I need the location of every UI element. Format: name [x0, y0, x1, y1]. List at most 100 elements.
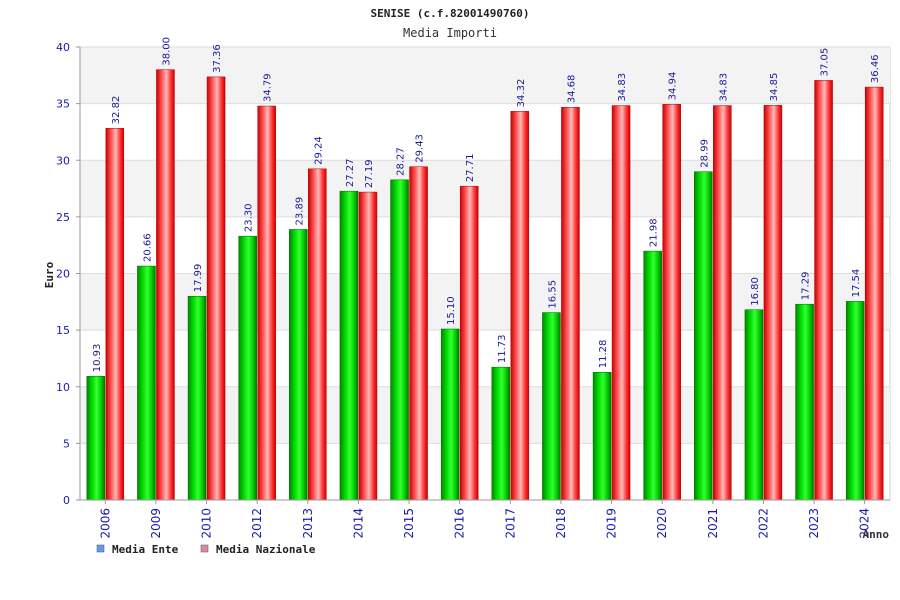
y-tick-label: 20: [56, 268, 70, 281]
y-axis: 0 5 10 15 20 25 30 35 40: [56, 41, 81, 507]
bar-media-nazionale: [308, 168, 327, 501]
bar-media-ente: [339, 190, 359, 501]
data-label: 17.29: [801, 272, 812, 301]
y-tick-label: 30: [56, 154, 70, 167]
y-tick-label: 25: [56, 211, 70, 224]
x-tick-label: 2016: [453, 508, 467, 539]
data-label: 27.27: [345, 159, 356, 188]
data-label: 29.43: [415, 134, 426, 163]
bar-media-ente: [845, 301, 865, 501]
x-tick-label: 2021: [706, 508, 720, 539]
data-label: 37.36: [212, 44, 223, 73]
data-label: 36.46: [870, 54, 881, 83]
x-tick-label: 2023: [807, 508, 821, 539]
bar-media-nazionale: [105, 128, 125, 501]
bar-media-ente: [592, 372, 612, 501]
y-tick-label: 10: [56, 381, 70, 394]
x-tick-label: 2006: [98, 508, 112, 539]
bar-media-ente: [694, 171, 713, 501]
data-label: 32.82: [111, 96, 122, 125]
data-label: 10.93: [92, 344, 103, 373]
bar-media-ente: [390, 179, 409, 501]
data-label: 20.66: [142, 233, 153, 262]
legend-label-media-ente: Media Ente: [112, 543, 179, 556]
bar-media-nazionale: [409, 166, 428, 501]
data-label: 17.99: [193, 264, 204, 293]
data-label: 16.80: [750, 277, 761, 306]
x-tick-label: 2013: [301, 508, 315, 539]
x-tick-label: 2024: [858, 508, 872, 539]
y-axis-label: Euro: [43, 261, 56, 288]
data-label: 11.28: [598, 340, 609, 369]
chart-title: SENISE (c.f.82001490760): [371, 7, 530, 20]
data-label: 38.00: [161, 37, 172, 66]
data-label: 28.27: [396, 147, 407, 176]
x-axis-label: Anno: [863, 528, 890, 541]
data-label: 34.68: [566, 75, 577, 104]
y-tick-label: 40: [56, 41, 70, 54]
data-label: 34.79: [263, 73, 274, 102]
bar-media-nazionale: [611, 105, 631, 501]
bar-media-nazionale: [459, 185, 479, 501]
data-label: 23.30: [244, 203, 255, 232]
x-tick-label: 2020: [655, 508, 669, 539]
bar-media-nazionale: [358, 191, 378, 501]
legend-swatch-media-nazionale: [200, 544, 209, 553]
data-label: 37.05: [820, 48, 831, 77]
x-tick-label: 2014: [351, 508, 365, 539]
data-label: 28.99: [699, 139, 710, 168]
data-label: 23.89: [294, 197, 305, 226]
bar-media-ente: [542, 312, 561, 501]
x-tick-label: 2018: [554, 508, 568, 539]
bar-media-ente: [187, 296, 207, 501]
bar-media-nazionale: [156, 69, 175, 501]
bar-media-nazionale: [713, 105, 732, 501]
data-label: 34.32: [516, 79, 527, 108]
bar-media-nazionale: [763, 105, 783, 501]
bar-media-ente: [643, 250, 662, 501]
data-label: 29.24: [313, 136, 324, 165]
chart-subtitle: Media Importi: [403, 26, 497, 40]
x-tick-label: 2012: [250, 508, 264, 539]
legend-label-media-nazionale: Media Nazionale: [216, 543, 316, 556]
x-axis: 2006 2009 2010 2012 2013 2014 2015 2016 2017 2018…: [80, 499, 890, 539]
data-label: 11.73: [497, 335, 508, 364]
bar-media-nazionale: [561, 106, 580, 501]
y-tick-label: 35: [56, 98, 70, 111]
bar-media-ente: [86, 375, 106, 501]
bar-media-nazionale: [510, 111, 530, 501]
bars: [86, 69, 884, 501]
data-label: 34.83: [617, 73, 628, 102]
bar-media-ente: [440, 328, 460, 501]
data-labels: 10.93 32.82 20.66 38.00 17.99 37.36 23.30 34.79…: [92, 37, 881, 372]
x-tick-label: 2015: [402, 508, 416, 539]
bar-media-ente: [491, 366, 511, 501]
bar-media-nazionale: [206, 76, 226, 501]
bar-media-nazionale: [662, 104, 681, 501]
bar-media-nazionale: [864, 86, 884, 501]
x-tick-label: 2017: [503, 508, 517, 539]
data-label: 27.71: [465, 154, 476, 183]
bar-media-ente: [744, 309, 764, 501]
bar-media-ente: [238, 235, 257, 501]
x-tick-label: 2022: [756, 508, 770, 539]
legend: Media Ente Media Nazionale: [96, 543, 316, 556]
x-tick-label: 2009: [149, 508, 163, 539]
bar-media-ente: [795, 303, 814, 501]
data-label: 16.55: [547, 280, 558, 309]
y-tick-label: 15: [56, 324, 70, 337]
bar-media-ente: [137, 265, 156, 501]
data-label: 34.83: [718, 73, 729, 102]
data-label: 21.98: [649, 218, 660, 247]
bar-media-ente: [289, 229, 308, 501]
bar-media-nazionale: [257, 105, 276, 501]
data-label: 34.94: [668, 72, 679, 101]
x-tick-label: 2010: [200, 508, 214, 539]
bar-media-nazionale: [814, 80, 833, 501]
data-label: 27.19: [364, 159, 375, 188]
data-label: 17.54: [851, 269, 862, 298]
data-label: 34.85: [769, 73, 780, 102]
legend-swatch-media-ente: [96, 544, 105, 553]
y-tick-label: 5: [63, 437, 70, 450]
